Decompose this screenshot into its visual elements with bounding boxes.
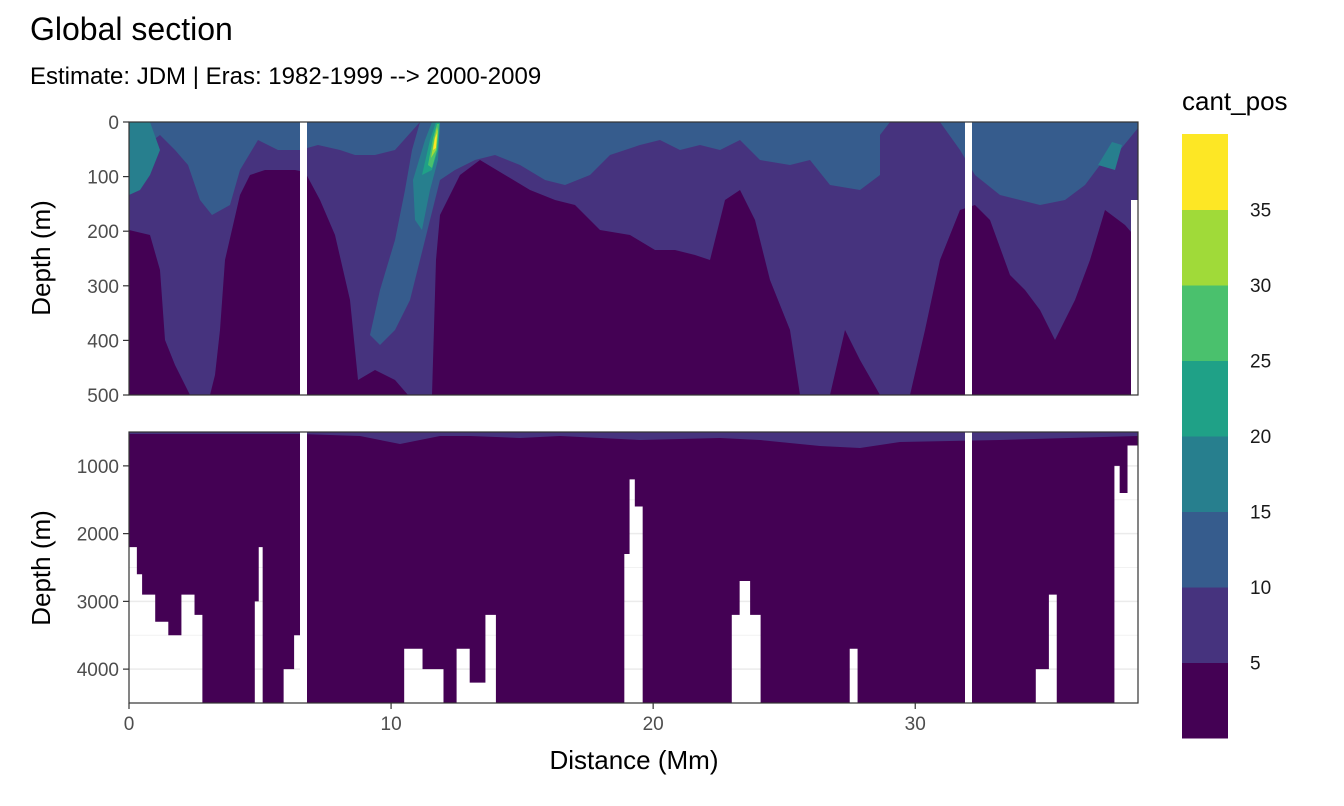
legend-swatch-0 [1182,662,1228,739]
lower-y-tick-label-1: 2000 [77,525,119,546]
upper-y-tick-label-3: 300 [87,277,119,298]
x-tick-label-3: 30 [905,714,926,735]
legend-ticks: 5 10 15 20 25 30 35 [1250,201,1271,675]
legend-tick-label-6: 35 [1250,201,1271,222]
upper-band-15-20 [129,122,160,195]
legend-swatch-3 [1182,436,1228,512]
legend-colorbar [1182,134,1228,739]
legend-swatch-7 [1182,134,1228,210]
legend-swatch-4 [1182,360,1228,437]
lower-y-tick-label-2: 3000 [77,592,119,613]
upper-y-tick-label-0: 0 [108,113,119,134]
upper-y-tick-label-5: 500 [87,386,119,407]
legend-swatch-2 [1182,511,1228,588]
lower-field [129,432,1138,703]
lower-y-axis-label: Depth (m) [26,510,56,626]
lower-band-5-10 [129,432,1138,448]
lower-gap-1 [300,432,307,703]
upper-gap-2 [965,122,972,395]
x-ticks: 0 10 20 30 [124,703,926,735]
upper-y-tick-label-4: 400 [87,331,119,352]
legend-tick-label-1: 10 [1250,578,1271,599]
legend-tick-label-0: 5 [1250,654,1261,675]
legend-tick-label-4: 25 [1250,352,1271,373]
color-legend: cant_pos 5 10 15 20 25 30 35 [1182,86,1288,739]
legend-tick-label-5: 30 [1250,276,1271,297]
chart-subtitle: Estimate: JDM | Eras: 1982-1999 --> 2000… [30,63,541,90]
x-tick-label-0: 0 [124,714,135,735]
upper-panel: 0 100 200 300 400 500 Depth (m) [26,113,1139,407]
x-axis-label: Distance (Mm) [549,745,718,775]
legend-swatch-1 [1182,587,1228,663]
legend-title: cant_pos [1182,86,1288,116]
upper-gap-1 [300,122,307,395]
upper-y-ticks: 0 100 200 300 400 500 [87,113,129,407]
lower-gap-2 [965,432,972,703]
legend-swatch-6 [1182,209,1228,286]
upper-y-tick-label-2: 200 [87,222,119,243]
upper-gap-edge [1131,200,1138,395]
lower-panel: 1000 2000 3000 4000 Depth (m) [26,431,1139,704]
upper-y-tick-label-1: 100 [87,168,119,189]
legend-tick-label-3: 20 [1250,427,1271,448]
lower-y-tick-label-3: 4000 [77,660,119,681]
lower-y-tick-label-0: 1000 [77,457,119,478]
upper-band-10-15 [129,122,1138,345]
upper-band-35-40 [433,133,437,150]
lower-y-ticks: 1000 2000 3000 4000 [77,457,129,681]
x-tick-label-2: 20 [643,714,664,735]
chart-title: Global section [30,11,233,47]
legend-swatch-5 [1182,285,1228,361]
upper-band-15-20-c [1098,142,1122,170]
legend-tick-label-2: 15 [1250,503,1271,524]
upper-y-axis-label: Depth (m) [26,200,56,316]
x-tick-label-1: 10 [381,714,402,735]
upper-field [129,122,1138,395]
